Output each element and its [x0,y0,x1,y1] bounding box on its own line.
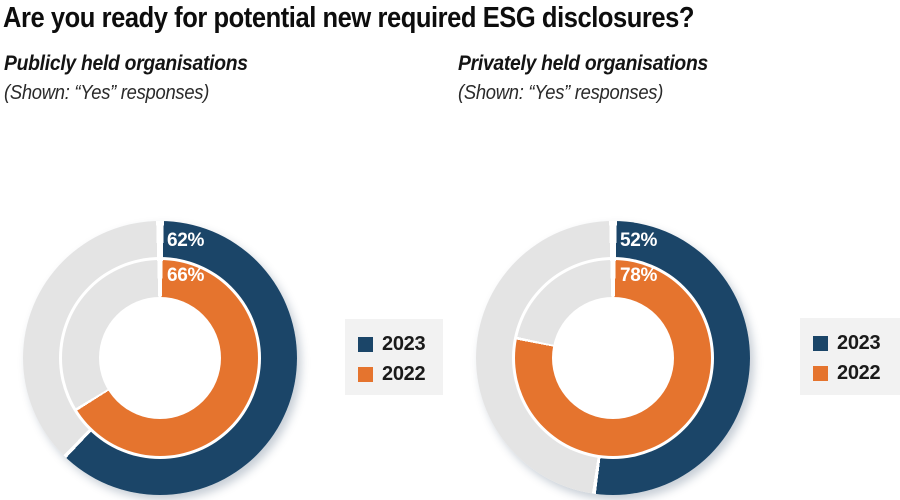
donut-chart-private: 52% 78% [476,221,750,495]
chart-note-public: (Shown: “Yes” responses) [4,82,210,104]
page-title: Are you ready for potential new required… [3,2,695,34]
legend-swatch-2022 [813,366,828,381]
legend-label-2023: 2023 [382,333,426,355]
legend-label-2022: 2022 [837,362,881,384]
legend-public: 2023 2022 [345,319,443,395]
value-label-2023: 62% [167,230,205,251]
legend-swatch-2023 [358,337,373,352]
chart-subtitle-public: Publicly held organisations [4,52,248,75]
legend-label-2023: 2023 [837,332,881,354]
legend-item-2022: 2022 [358,363,443,386]
legend-item-2023: 2023 [358,333,443,356]
legend-label-2022: 2022 [382,363,426,385]
chart-subtitle-private: Privately held organisations [458,52,708,75]
legend-swatch-2023 [813,336,828,351]
legend-item-2023: 2023 [813,332,900,355]
chart-note-private: (Shown: “Yes” responses) [458,82,664,104]
legend-swatch-2022 [358,367,373,382]
donut-hole [99,297,221,419]
donut-hole [552,297,674,419]
value-label-2023: 52% [620,230,658,251]
donut-chart-public: 62% 66% [23,221,297,495]
value-label-2022: 66% [167,265,205,286]
value-label-2022: 78% [620,265,658,286]
legend-item-2022: 2022 [813,362,900,385]
legend-private: 2023 2022 [800,318,900,395]
